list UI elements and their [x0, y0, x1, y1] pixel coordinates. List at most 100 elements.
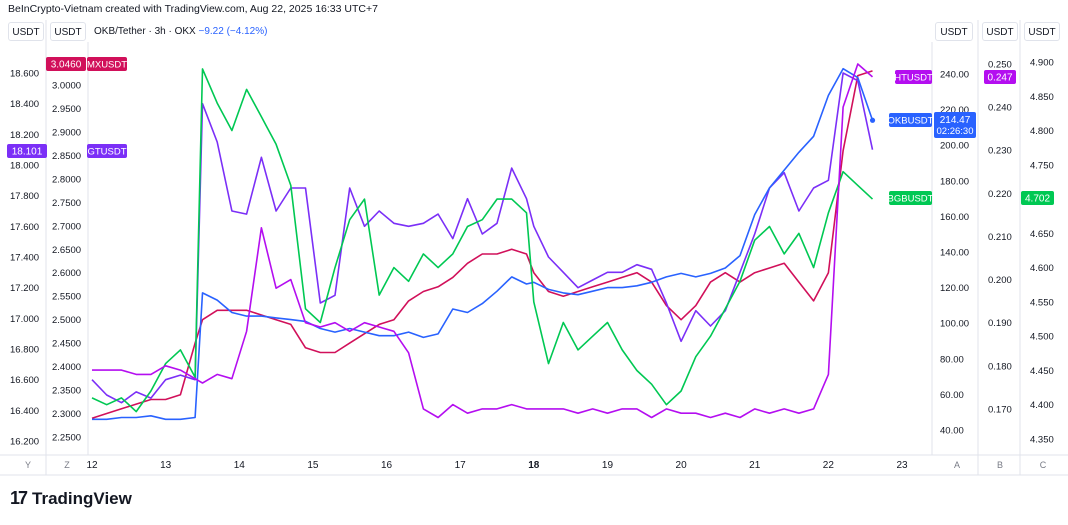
okb-last-point: [869, 117, 876, 123]
axis-a-tick-label: 60.00: [940, 390, 964, 401]
axis-y-tick-label: 17.800: [10, 191, 39, 202]
axis-letter-left1: Y: [25, 460, 31, 470]
htusdt-last-value: 0.247: [987, 73, 1012, 84]
axis-z-tick-label: 2.7500: [52, 198, 81, 209]
axis-c-tick-label: 4.450: [1030, 366, 1054, 377]
legend-change: −9.22 (−4.12%): [198, 26, 268, 37]
axis-z-tick-label: 2.9000: [52, 127, 81, 138]
axis-z-tick-label: 2.6000: [52, 268, 81, 279]
time-tick-label: 23: [896, 460, 908, 471]
badge-htusdt-bg: [895, 70, 932, 84]
bgbusdt-last-value-bg: [1021, 191, 1054, 205]
series-line-okbusdt: [92, 67, 874, 421]
time-tick-label: 17: [455, 460, 467, 471]
time-tick-label: 15: [307, 460, 319, 471]
axis-b-tick-label: 0.240: [988, 103, 1012, 114]
axis-b-tick-label: 0.200: [988, 275, 1012, 286]
axis-c-tick-label: 4.350: [1030, 435, 1054, 446]
time-tick-label: 22: [823, 460, 835, 471]
right-axis-1-unit[interactable]: USDT: [935, 22, 973, 41]
right-axis-3-unit[interactable]: USDT: [1024, 22, 1060, 41]
axis-a-tick-label: 40.00: [940, 426, 964, 437]
time-tick-label: 18: [528, 460, 540, 471]
htusdt-last-value-bg: [984, 70, 1016, 84]
right-axis-2-unit[interactable]: USDT: [982, 22, 1018, 41]
axis-y-tick-label: 16.400: [10, 406, 39, 417]
axis-c-tick-label: 4.500: [1030, 332, 1054, 343]
axis-c-tick-label: 4.900: [1030, 58, 1054, 69]
series-line-bgbusdt: [91, 68, 874, 413]
axis-c-tick-label: 4.650: [1030, 229, 1054, 240]
axis-b-tick-label: 0.190: [988, 318, 1012, 329]
badge-gtusdt: GTUSDT: [87, 147, 126, 158]
axis-c-tick-label: 4.850: [1030, 92, 1054, 103]
tradingview-logo[interactable]: 17 TradingView: [10, 488, 132, 509]
series-line-htusdt: [92, 63, 874, 419]
time-tick-label: 14: [234, 460, 246, 471]
badge-bgbusdt: BGBUSDT: [888, 194, 934, 205]
axis-z-tick-label: 2.5000: [52, 315, 81, 326]
gtusdt-last-value-bg: [7, 144, 47, 158]
axis-a-tick-label: 100.00: [940, 319, 969, 330]
symbol-legend[interactable]: OKB/Tether · 3h · OKX −9.22 (−4.12%): [94, 26, 267, 37]
okbusdt-countdown: 02:26:30: [937, 126, 974, 137]
axis-y-tick-label: 17.000: [10, 314, 39, 325]
axis-b-tick-label: 0.220: [988, 189, 1012, 200]
tradingview-mark-icon: 17: [10, 488, 28, 508]
time-tick-label: 13: [160, 460, 172, 471]
series-line-gtusdt: [91, 72, 874, 404]
axis-z-tick-label: 2.8000: [52, 174, 81, 185]
okbusdt-last-value-bg: [934, 112, 976, 138]
axis-b-tick-label: 0.170: [988, 404, 1012, 415]
axis-a-tick-label: 140.00: [940, 248, 969, 259]
left-axis-2-unit[interactable]: USDT: [50, 22, 86, 41]
axis-a-tick-label: 240.00: [940, 70, 969, 81]
axis-z-tick-label: 3.0000: [52, 81, 81, 92]
badge-htusdt: HTUSDT: [894, 73, 933, 84]
axis-y-tick-label: 17.600: [10, 222, 39, 233]
axis-c-tick-label: 4.800: [1030, 126, 1054, 137]
axis-a-tick-label: 120.00: [940, 283, 969, 294]
axis-c-tick-label: 4.600: [1030, 263, 1054, 274]
axis-z-tick-label: 2.7000: [52, 221, 81, 232]
axis-z-tick-label: 2.9500: [52, 104, 81, 115]
axis-a-tick-label: 220.00: [940, 105, 969, 116]
axis-b-tick-label: 0.250: [988, 60, 1012, 71]
axis-z-tick-label: 2.2500: [52, 433, 81, 444]
axis-z-tick-label: 2.3000: [52, 409, 81, 420]
axis-z-tick-label: 2.5500: [52, 292, 81, 303]
axis-a-tick-label: 200.00: [940, 141, 969, 152]
axis-z-tick-label: 2.3500: [52, 386, 81, 397]
axis-y-tick-label: 17.200: [10, 283, 39, 294]
axis-y-tick-label: 16.800: [10, 345, 39, 356]
axis-y-tick-label: 18.000: [10, 161, 39, 172]
axis-b-tick-label: 0.230: [988, 146, 1012, 157]
axis-b-tick-label: 0.210: [988, 232, 1012, 243]
time-tick-label: 19: [602, 460, 614, 471]
axis-z-tick-label: 2.4000: [52, 362, 81, 373]
axis-y-tick-label: 18.600: [10, 69, 39, 80]
axis-c-tick-label: 4.400: [1030, 400, 1054, 411]
badge-bgbusdt-bg: [889, 191, 932, 205]
axis-z-tick-label: 2.8500: [52, 151, 81, 162]
axis-y-tick-label: 16.200: [10, 437, 39, 448]
left-axis-1-unit[interactable]: USDT: [8, 22, 44, 41]
mxusdt-last-value-bg: [46, 57, 86, 71]
axis-letter-right2: B: [997, 460, 1003, 470]
axis-y-tick-label: 18.200: [10, 130, 39, 141]
axis-c-tick-label: 4.750: [1030, 160, 1054, 171]
axis-letter-left2: Z: [64, 460, 70, 470]
page-title: BeInCrypto-Vietnam created with TradingV…: [8, 3, 378, 15]
axis-y-tick-label: 17.400: [10, 253, 39, 264]
time-tick-label: 21: [749, 460, 761, 471]
axis-letter-right1: A: [954, 460, 960, 470]
okbusdt-last-value: 214.47: [940, 115, 971, 126]
time-tick-label: 12: [86, 460, 98, 471]
badge-mxusdt: MXUSDT: [87, 60, 127, 71]
badge-okbusdt: OKBUSDT: [888, 116, 934, 127]
brand-name: TradingView: [32, 488, 132, 508]
axis-z-tick-label: 2.4500: [52, 339, 81, 350]
axis-b-tick-label: 0.180: [988, 361, 1012, 372]
